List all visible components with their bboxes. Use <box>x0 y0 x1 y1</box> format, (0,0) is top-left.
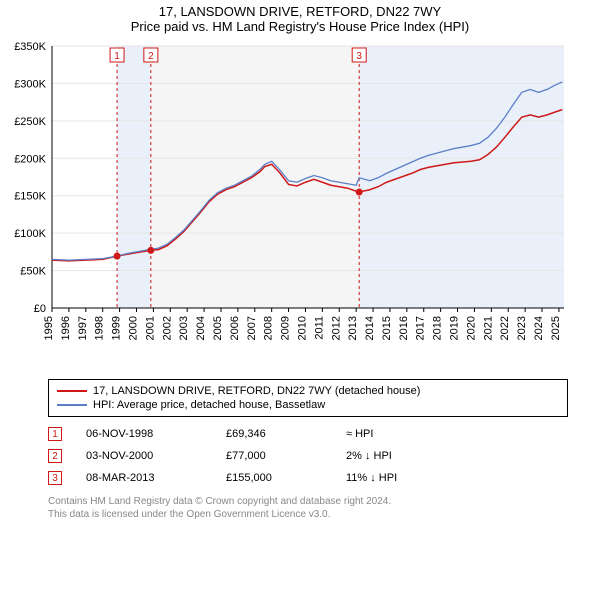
svg-text:£0: £0 <box>34 303 46 315</box>
title-line-2: Price paid vs. HM Land Registry's House … <box>8 19 592 34</box>
svg-text:2006: 2006 <box>229 316 241 340</box>
sale-date: 08-MAR-2013 <box>86 472 226 484</box>
sale-row: 1 06-NOV-1998£69,346≈ HPI <box>48 423 568 445</box>
sale-date: 06-NOV-1998 <box>86 428 226 440</box>
chart-area: £0 £50K £100K £150K £200K £250K £300K £350K 1995… <box>8 38 592 373</box>
legend-swatch <box>57 390 87 392</box>
svg-text:2010: 2010 <box>296 316 308 340</box>
legend-row: 17, LANSDOWN DRIVE, RETFORD, DN22 7WY (d… <box>57 384 559 398</box>
svg-text:2017: 2017 <box>415 316 427 340</box>
svg-text:1997: 1997 <box>77 316 89 340</box>
svg-text:2023: 2023 <box>516 316 528 340</box>
svg-text:£250K: £250K <box>14 116 46 128</box>
title-block: 17, LANSDOWN DRIVE, RETFORD, DN22 7WY Pr… <box>8 4 592 34</box>
svg-text:1: 1 <box>114 51 120 62</box>
legend-label: HPI: Average price, detached house, Bass… <box>93 399 325 411</box>
svg-text:1996: 1996 <box>60 316 72 340</box>
svg-text:2002: 2002 <box>161 316 173 340</box>
line-chart-svg: £0 £50K £100K £150K £200K £250K £300K £350K 1995… <box>8 38 568 368</box>
sale-date: 03-NOV-2000 <box>86 450 226 462</box>
sale-price: £155,000 <box>226 472 346 484</box>
legend-box: 17, LANSDOWN DRIVE, RETFORD, DN22 7WY (d… <box>48 379 568 417</box>
svg-text:2009: 2009 <box>280 316 292 340</box>
footer-line-2: This data is licensed under the Open Gov… <box>48 508 568 521</box>
svg-text:£350K: £350K <box>14 41 46 53</box>
svg-text:2013: 2013 <box>347 316 359 340</box>
svg-text:£200K: £200K <box>14 153 46 165</box>
legend-swatch <box>57 404 87 406</box>
svg-text:£300K: £300K <box>14 78 46 90</box>
svg-text:2015: 2015 <box>381 316 393 340</box>
svg-text:2000: 2000 <box>127 316 139 340</box>
svg-text:1999: 1999 <box>111 316 123 340</box>
svg-text:2011: 2011 <box>313 316 325 340</box>
svg-text:2004: 2004 <box>195 316 207 340</box>
svg-text:2021: 2021 <box>482 316 494 340</box>
svg-text:1998: 1998 <box>94 316 106 340</box>
title-line-1: 17, LANSDOWN DRIVE, RETFORD, DN22 7WY <box>8 4 592 19</box>
svg-text:3: 3 <box>356 51 362 62</box>
svg-text:2005: 2005 <box>212 316 224 340</box>
svg-text:2024: 2024 <box>533 316 545 340</box>
sale-hpi-delta: 2% ↓ HPI <box>346 450 466 462</box>
sale-row: 2 03-NOV-2000£77,0002% ↓ HPI <box>48 445 568 467</box>
svg-text:2014: 2014 <box>364 316 376 340</box>
sale-marker-box: 2 <box>48 449 62 463</box>
svg-text:2018: 2018 <box>432 316 444 340</box>
svg-text:2025: 2025 <box>550 316 562 340</box>
svg-text:2012: 2012 <box>330 316 342 340</box>
legend-label: 17, LANSDOWN DRIVE, RETFORD, DN22 7WY (d… <box>93 385 420 397</box>
sale-marker-box: 1 <box>48 427 62 441</box>
svg-text:2: 2 <box>148 51 154 62</box>
sale-row: 3 08-MAR-2013£155,00011% ↓ HPI <box>48 467 568 489</box>
svg-text:2016: 2016 <box>398 316 410 340</box>
sale-price: £69,346 <box>226 428 346 440</box>
svg-text:1995: 1995 <box>43 316 55 340</box>
svg-text:2001: 2001 <box>144 316 156 340</box>
chart-container: 17, LANSDOWN DRIVE, RETFORD, DN22 7WY Pr… <box>0 0 600 529</box>
sale-hpi-delta: 11% ↓ HPI <box>346 472 466 484</box>
svg-text:£100K: £100K <box>14 228 46 240</box>
svg-text:£50K: £50K <box>20 266 46 278</box>
sale-marker-box: 3 <box>48 471 62 485</box>
legend-row: HPI: Average price, detached house, Bass… <box>57 398 559 412</box>
svg-text:2019: 2019 <box>449 316 461 340</box>
sale-hpi-delta: ≈ HPI <box>346 428 466 440</box>
svg-text:£150K: £150K <box>14 191 46 203</box>
sale-price: £77,000 <box>226 450 346 462</box>
footer-line-1: Contains HM Land Registry data © Crown c… <box>48 495 568 508</box>
svg-text:2007: 2007 <box>246 316 258 340</box>
svg-text:2020: 2020 <box>465 316 477 340</box>
svg-text:2003: 2003 <box>178 316 190 340</box>
svg-text:2008: 2008 <box>263 316 275 340</box>
footer-note: Contains HM Land Registry data © Crown c… <box>48 495 568 521</box>
sales-table: 1 06-NOV-1998£69,346≈ HPI 2 03-NOV-2000£77,… <box>48 423 568 489</box>
svg-text:2022: 2022 <box>499 316 511 340</box>
